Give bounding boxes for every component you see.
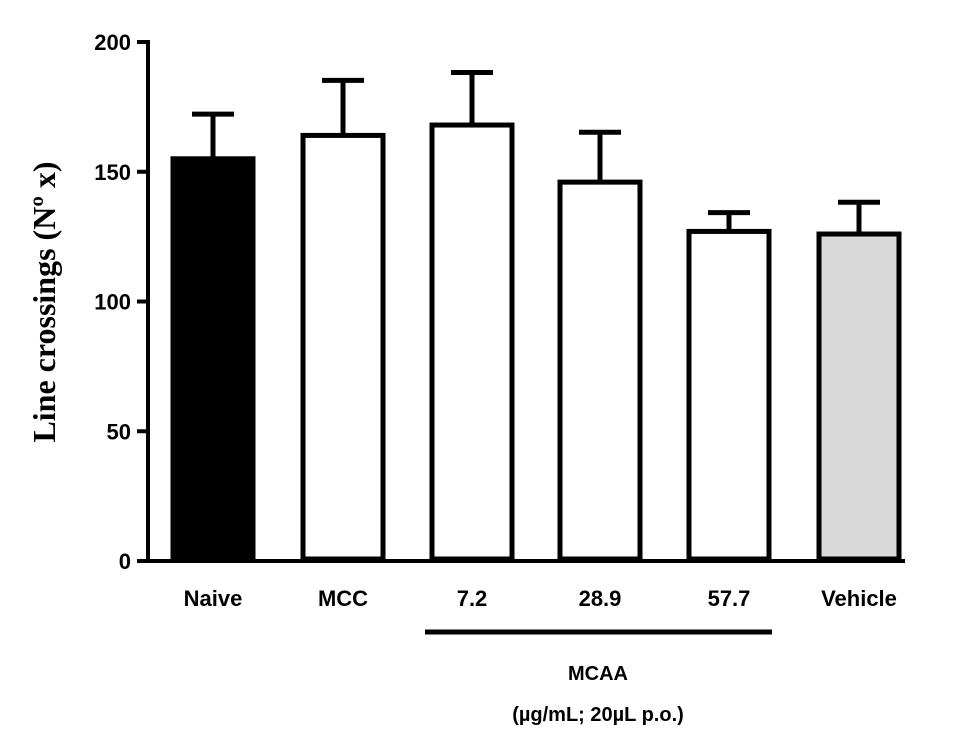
y-tick-label: 50 xyxy=(107,419,131,444)
bar-7.2 xyxy=(429,122,515,562)
group-label: MCAA xyxy=(568,663,628,685)
x-tick-label: Vehicle xyxy=(821,586,897,611)
y-tick-label: 150 xyxy=(94,160,131,185)
x-tick-label: 28.9 xyxy=(579,586,622,611)
x-tick-label: MCC xyxy=(318,586,368,611)
group-sublabel: (µg/mL; 20µL p.o.) xyxy=(512,704,684,726)
bar-Naive xyxy=(170,156,256,562)
bar-Vehicle xyxy=(816,231,902,562)
bar-28.9 xyxy=(557,179,643,562)
y-axis: 0 50 100 150 200 xyxy=(94,30,905,574)
y-axis-label: Line crossings (Nº x) xyxy=(26,161,62,442)
x-tick-labels: Naive MCC 7.2 28.9 57.7 Vehicle xyxy=(184,586,897,611)
bar-57.7 xyxy=(686,228,772,562)
x-tick-label: Naive xyxy=(184,586,243,611)
x-tick-label: 57.7 xyxy=(708,586,751,611)
bar-MCC xyxy=(300,132,386,562)
y-tick-label: 0 xyxy=(119,549,131,574)
x-tick-label: 7.2 xyxy=(457,586,488,611)
y-tick-label: 200 xyxy=(94,30,131,55)
bars xyxy=(170,70,902,562)
y-tick-label: 100 xyxy=(94,290,131,315)
